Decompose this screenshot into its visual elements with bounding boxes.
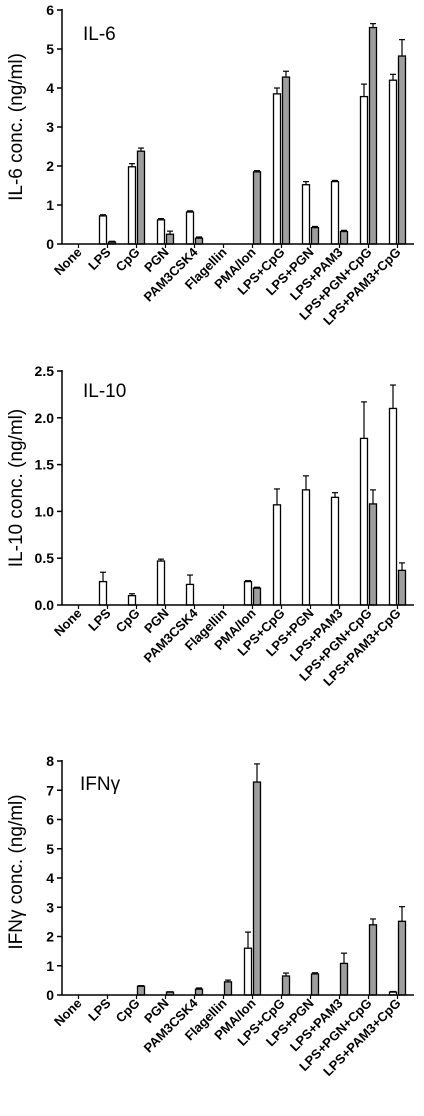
y-tick-label: 0.0 [35, 597, 55, 613]
y-tick-label: 7 [46, 782, 54, 798]
bar-series-1 [388, 79, 398, 245]
bar-series-1 [272, 93, 282, 245]
bar-series-2 [397, 569, 407, 606]
y-tick-label: 1.5 [35, 457, 55, 473]
bar-series-2 [194, 237, 204, 245]
y-tick-label: 5 [46, 841, 54, 857]
y-tick-label: 4 [46, 870, 54, 886]
y-tick-label: 1 [46, 197, 54, 213]
bar-series-2 [194, 988, 204, 996]
x-axis: None LPSCpGPGNPAM3CSK4FlagellinPMA/IonLPS… [51, 243, 414, 328]
bar-series-2 [397, 920, 407, 996]
chart-ifng: IFNγ IFNγ conc. (ng/ml) 0 1 2 3 4 5 6 7 8 None LP… [6, 753, 414, 1079]
bar-series-1 [388, 407, 398, 606]
bar-series-2 [339, 230, 349, 245]
bar-series-2 [310, 226, 320, 245]
bar-series-2 [136, 985, 146, 996]
bar-series-1 [359, 437, 369, 606]
bar-series-2 [397, 55, 407, 245]
y-tick-label: 2.0 [35, 410, 55, 426]
y-axis-label: IL-6 conc. (ng/ml) [6, 53, 27, 201]
y-tick-label: 1.0 [35, 503, 55, 519]
bar-series-2 [368, 503, 378, 606]
y-axis: 0 1 2 3 4 5 6 [46, 2, 63, 252]
bar-series-2 [252, 587, 262, 606]
bar-series-1 [127, 166, 137, 245]
bar-series-2 [136, 150, 146, 245]
chart-il6: IL-6 IL-6 conc. (ng/ml) 0 1 2 3 4 5 6 None LPSC… [6, 2, 414, 328]
y-tick-label: 0 [46, 236, 54, 252]
bar-series-1 [185, 211, 195, 245]
x-tick-label: None [51, 996, 85, 1030]
bar-series-1 [301, 184, 311, 245]
bar-series-2 [310, 973, 320, 996]
bar-series-1 [243, 947, 253, 996]
y-tick-label: 8 [46, 753, 54, 769]
y-tick-label: 0.5 [35, 550, 55, 566]
x-tick-label: LPS [85, 244, 114, 273]
chart-title: IL-6 [83, 24, 116, 45]
bar-series-2 [223, 981, 233, 996]
y-tick-label: 2.5 [35, 363, 55, 379]
y-tick-label: 5 [46, 41, 54, 57]
y-tick-label: 2 [46, 929, 54, 945]
bar-series-1 [98, 215, 108, 245]
bar-series-2 [165, 233, 175, 245]
bar-series-1 [127, 594, 137, 606]
bar-series-2 [252, 781, 262, 996]
bar-series-1 [330, 496, 340, 606]
bar-series-2 [339, 962, 349, 996]
bars [98, 23, 407, 245]
y-tick-label: 0 [46, 987, 54, 1003]
bar-series-1 [156, 560, 166, 606]
bar-series-1 [359, 95, 369, 245]
bars [136, 763, 407, 996]
y-tick-label: 3 [46, 899, 54, 915]
y-tick-label: 3 [46, 119, 54, 135]
x-tick-label: None [51, 606, 85, 640]
x-axis: None LPSCpGPGNPAM3CSK4FlagellinPMA/IonLPS… [51, 994, 414, 1079]
y-axis-label: IFNγ conc. (ng/ml) [6, 794, 27, 949]
bar-series-1 [330, 180, 340, 245]
y-axis-label: IL-10 conc. (ng/ml) [6, 409, 27, 567]
bar-series-1 [243, 580, 253, 606]
chart-title: IFNγ [80, 774, 121, 795]
x-tick-label: LPS [85, 995, 114, 1024]
x-tick-label: CpG [113, 245, 143, 275]
x-tick-label: CpG [113, 606, 143, 636]
y-tick-label: 6 [46, 2, 54, 18]
y-tick-label: 6 [46, 812, 54, 828]
y-axis: 0 1 2 3 4 5 6 7 8 [46, 753, 63, 1003]
chart-title: IL-10 [83, 381, 126, 402]
y-tick-label: 4 [46, 80, 54, 96]
bar-series-2 [281, 76, 291, 245]
y-tick-label: 2 [46, 158, 54, 174]
y-axis: 0.0 0.5 1.0 1.5 2.0 2.5 [35, 363, 63, 613]
bar-series-2 [252, 171, 262, 245]
bar-series-1 [301, 489, 311, 606]
bar-series-2 [281, 975, 291, 996]
bar-series-1 [185, 583, 195, 606]
bar-series-2 [368, 26, 378, 245]
bar-series-1 [156, 219, 166, 245]
bar-series-1 [272, 504, 282, 606]
x-tick-label: LPS [85, 605, 114, 634]
y-tick-label: 1 [46, 958, 54, 974]
x-tick-label: CpG [113, 996, 143, 1026]
bar-series-2 [368, 924, 378, 996]
x-axis: None LPSCpGPGNPAM3CSK4FlagellinPMA/IonLPS… [51, 604, 414, 689]
x-tick-label: None [51, 245, 85, 279]
chart-il10: IL-10 IL-10 conc. (ng/ml) 0.0 0.5 1.0 1.5 2.… [6, 363, 414, 689]
bar-series-1 [98, 580, 108, 606]
bars [98, 384, 407, 606]
